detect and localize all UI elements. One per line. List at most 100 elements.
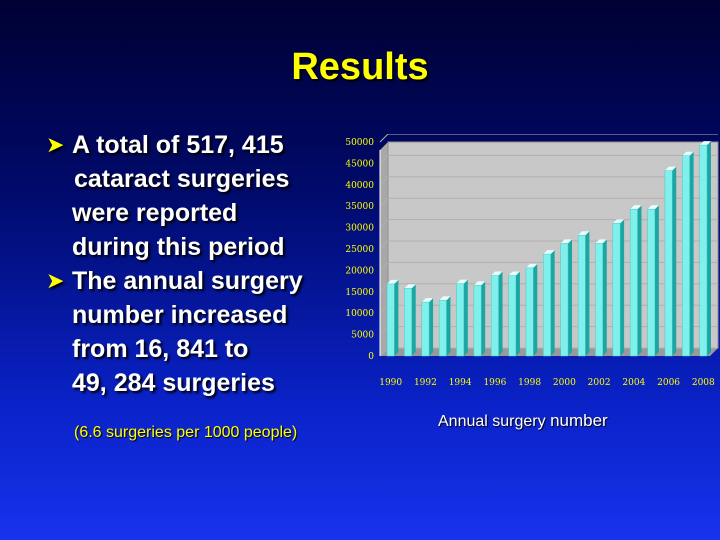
bar bbox=[629, 208, 638, 357]
y-tick-label: 25000 bbox=[345, 245, 374, 255]
bar-top bbox=[699, 141, 711, 146]
bar bbox=[560, 243, 569, 357]
y-tick-label: 20000 bbox=[345, 266, 374, 276]
bullet-item-total: ➤ A total of 517, 415 cataract surgeries… bbox=[46, 128, 346, 264]
bar bbox=[595, 243, 604, 357]
bar-side bbox=[394, 279, 399, 356]
bar-top bbox=[439, 296, 451, 301]
grid-line bbox=[379, 283, 389, 293]
bullet-line: number increased bbox=[72, 301, 288, 329]
grid-line bbox=[379, 155, 389, 164]
bar bbox=[647, 208, 656, 357]
bar-top bbox=[456, 279, 468, 284]
bar-top bbox=[664, 166, 677, 171]
bar bbox=[682, 155, 690, 357]
bar-side bbox=[620, 219, 625, 356]
bar-top bbox=[543, 250, 555, 255]
bullet-line: during this period bbox=[72, 233, 285, 261]
bar-side bbox=[498, 271, 503, 356]
bullet-line: cataract surgeries bbox=[74, 165, 290, 193]
x-tick-label: 2008 bbox=[692, 378, 715, 388]
bullet-item-annual: ➤ The annual surgery number increased fr… bbox=[46, 264, 346, 400]
y-tick-label: 40000 bbox=[345, 181, 374, 191]
bar bbox=[490, 275, 499, 357]
bar-top bbox=[421, 298, 434, 303]
bar-side bbox=[637, 205, 642, 356]
bar-side bbox=[481, 281, 486, 356]
bullet-line: 49, 284 surgeries bbox=[72, 369, 275, 397]
x-tick-label: 1998 bbox=[518, 378, 541, 388]
bar bbox=[404, 288, 412, 357]
grid-line bbox=[379, 133, 389, 143]
bar-side bbox=[672, 166, 677, 356]
bar-top bbox=[612, 219, 625, 224]
bullet-line: A total of 517, 415 bbox=[72, 131, 284, 159]
bullet-line: from 16, 841 to bbox=[72, 335, 249, 363]
bar-side bbox=[411, 284, 416, 356]
bar-chart: 0 5000 10000 15000 20000 25000 30000 35000 40000… bbox=[345, 133, 719, 388]
grid-line bbox=[379, 219, 389, 228]
bar-side bbox=[550, 250, 555, 356]
x-tick-label: 1992 bbox=[414, 378, 437, 388]
y-tick-label: 50000 bbox=[345, 138, 374, 148]
grid-line bbox=[379, 304, 389, 314]
x-tick-label: 2006 bbox=[657, 378, 680, 388]
y-tick-label: 0 bbox=[368, 352, 374, 362]
bar bbox=[612, 223, 621, 357]
bar-side bbox=[533, 263, 538, 356]
chart-area: 0 5000 10000 15000 20000 25000 30000 35000 40000… bbox=[330, 133, 720, 396]
bar bbox=[473, 285, 482, 357]
bar-top bbox=[525, 263, 538, 268]
bar-side bbox=[568, 239, 573, 356]
y-tick-label: 30000 bbox=[345, 224, 374, 234]
bar bbox=[543, 253, 551, 357]
bar-side bbox=[446, 296, 451, 356]
bar-top bbox=[387, 279, 399, 284]
bar bbox=[577, 235, 586, 357]
y-tick-label: 10000 bbox=[345, 309, 374, 319]
arrow-bullet-icon: ➤ bbox=[46, 132, 65, 157]
x-tick-label: 1990 bbox=[379, 378, 402, 388]
grid-line bbox=[379, 326, 389, 335]
grid-line bbox=[379, 240, 389, 250]
bar-side bbox=[706, 141, 711, 356]
chart-caption: Annual surgery number bbox=[438, 411, 608, 431]
bar bbox=[525, 267, 534, 357]
bar-top bbox=[647, 205, 659, 210]
caption-part: number bbox=[550, 411, 608, 430]
bar-top bbox=[404, 284, 416, 289]
bar-side bbox=[602, 239, 607, 356]
bar bbox=[456, 283, 465, 357]
bar-top bbox=[682, 151, 694, 156]
y-tick-label: 35000 bbox=[345, 202, 374, 212]
bar-side bbox=[585, 231, 590, 356]
x-tick-label: 2004 bbox=[622, 378, 645, 388]
bar-side bbox=[429, 298, 434, 356]
bullet-line: were reported bbox=[72, 199, 238, 227]
bar-top bbox=[508, 271, 520, 276]
bar bbox=[664, 170, 673, 357]
bar-side bbox=[654, 205, 659, 356]
y-tick-label: 45000 bbox=[345, 159, 374, 169]
bar bbox=[386, 283, 395, 357]
bar-side bbox=[689, 151, 694, 356]
slide-title: Results bbox=[291, 46, 429, 88]
bullet-list: ➤ A total of 517, 415 cataract surgeries… bbox=[46, 128, 346, 400]
chart-side-wall bbox=[380, 142, 388, 356]
x-tick-label: 1996 bbox=[483, 378, 506, 388]
arrow-bullet-icon: ➤ bbox=[46, 268, 65, 293]
x-tick-label: 1994 bbox=[449, 378, 472, 388]
bar-top bbox=[491, 271, 503, 276]
bar-side bbox=[463, 279, 468, 356]
bar-top bbox=[630, 205, 642, 210]
grid-line bbox=[379, 347, 389, 357]
x-tick-label: 2002 bbox=[588, 378, 611, 388]
bar bbox=[508, 275, 517, 357]
bar bbox=[438, 300, 447, 357]
bar bbox=[421, 301, 430, 357]
rate-note: (6.6 surgeries per 1000 people) bbox=[74, 424, 298, 441]
y-tick-label: 5000 bbox=[351, 331, 374, 341]
caption-part: Annual surgery bbox=[438, 413, 551, 430]
bar-top bbox=[595, 239, 607, 244]
bullet-line: The annual surgery bbox=[72, 267, 303, 295]
